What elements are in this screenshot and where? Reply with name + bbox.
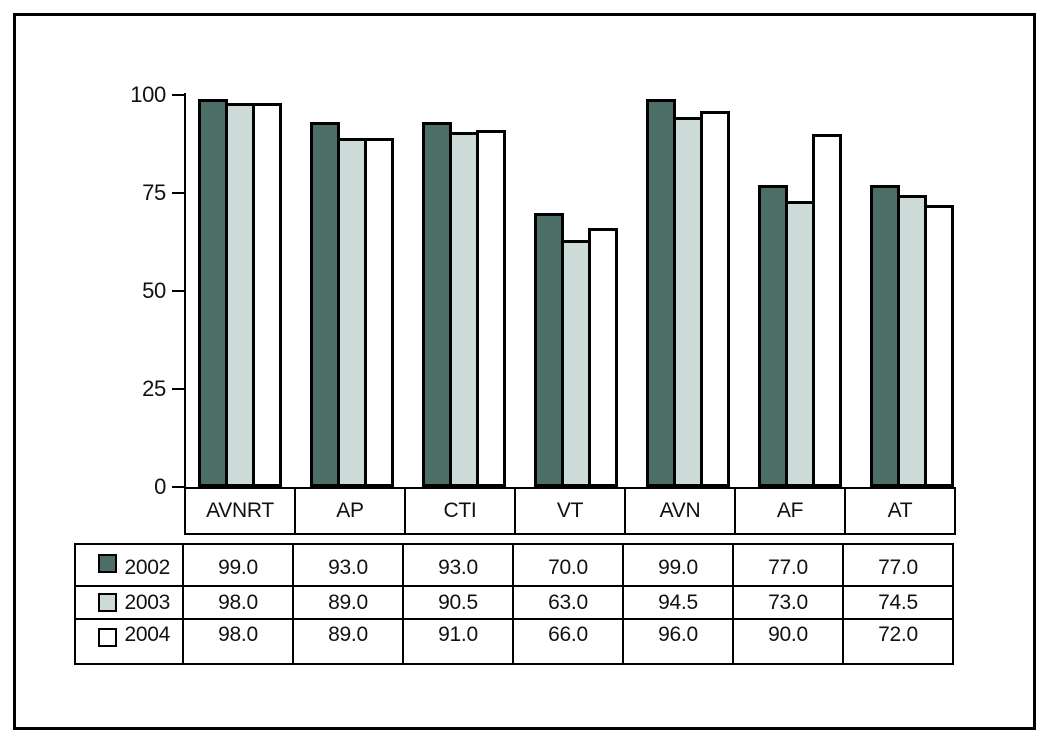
value-2004-at: 72.0 (842, 618, 954, 665)
value-2003-af: 73.0 (732, 585, 844, 620)
value-2003-avnrt: 98.0 (182, 585, 294, 620)
category-label-ap: AP (294, 487, 406, 535)
value-2004-ap: 89.0 (292, 618, 404, 665)
value-2004-vt: 66.0 (512, 618, 624, 665)
bar-group-cti (408, 95, 520, 487)
bar-2004-cti (476, 130, 506, 487)
bar-2003-af (785, 201, 815, 487)
bar-2004-vt (588, 228, 618, 487)
value-2003-at: 74.5 (842, 585, 954, 620)
value-2002-vt: 70.0 (512, 543, 624, 587)
value-2004-avn: 96.0 (622, 618, 734, 665)
bar-2002-vt (534, 213, 564, 487)
y-tick-mark-75 (172, 192, 184, 194)
table-row-2004: 2004 98.0 89.0 91.0 66.0 96.0 90.0 72.0 (74, 618, 954, 665)
bar-2004-ap (364, 138, 394, 487)
value-2002-avn: 99.0 (622, 543, 734, 587)
bar-group-avn (632, 95, 744, 487)
value-2002-at: 77.0 (842, 543, 954, 587)
value-2002-af: 77.0 (732, 543, 844, 587)
value-2004-cti: 91.0 (402, 618, 514, 665)
y-tick-mark-50 (172, 290, 184, 292)
legend-cell-2004: 2004 (74, 618, 184, 665)
bar-2004-avnrt (252, 103, 282, 487)
legend-swatch-2004 (98, 628, 118, 647)
bar-2003-vt (561, 240, 591, 487)
bar-2004-af (812, 134, 842, 487)
bar-group-vt (520, 95, 632, 487)
bar-2002-avn (646, 99, 676, 487)
y-tick-mark-0 (172, 486, 184, 488)
bar-group-avnrt (184, 95, 296, 487)
y-axis-line (184, 93, 186, 489)
value-2003-avn: 94.5 (622, 585, 734, 620)
legend-label-2002: 2002 (124, 556, 170, 579)
bar-2002-cti (422, 122, 452, 487)
value-2002-ap: 93.0 (292, 543, 404, 587)
value-2004-af: 90.0 (732, 618, 844, 665)
legend-cell-2002: 2002 (74, 543, 184, 587)
bar-2002-at (870, 185, 900, 487)
y-tick-label-25: 25 (142, 376, 166, 401)
bar-2002-avnrt (198, 99, 228, 487)
bar-2003-cti (449, 132, 479, 487)
value-2003-cti: 90.5 (402, 585, 514, 620)
value-2003-ap: 89.0 (292, 585, 404, 620)
category-label-cti: CTI (404, 487, 516, 535)
y-tick-label-0: 0 (154, 474, 166, 499)
plot-area (184, 95, 968, 487)
category-header-row: AVNRT AP CTI VT AVN AF AT (184, 487, 956, 535)
bar-2004-avn (700, 111, 730, 487)
bar-2002-af (758, 185, 788, 487)
value-2002-avnrt: 99.0 (182, 543, 294, 587)
legend-label-2003: 2003 (124, 590, 170, 614)
bar-group-ap (296, 95, 408, 487)
bar-2004-at (924, 205, 954, 487)
value-2004-avnrt: 98.0 (182, 618, 294, 665)
legend-cell-2003: 2003 (74, 585, 184, 620)
y-tick-label-50: 50 (142, 278, 166, 303)
category-label-at: AT (844, 487, 956, 535)
bar-2003-avn (673, 117, 703, 487)
legend-swatch-2003 (98, 593, 118, 612)
y-tick-label-75: 75 (142, 180, 166, 205)
legend-swatch-2002 (98, 554, 118, 573)
value-2003-vt: 63.0 (512, 585, 624, 620)
category-label-vt: VT (514, 487, 626, 535)
bar-group-af (744, 95, 856, 487)
table-row-2003: 2003 98.0 89.0 90.5 63.0 94.5 73.0 74.5 (74, 585, 954, 620)
y-tick-label-100: 100 (130, 82, 166, 107)
value-2002-cti: 93.0 (402, 543, 514, 587)
legend-label-2004: 2004 (124, 623, 170, 646)
category-label-avn: AVN (624, 487, 736, 535)
bar-2003-at (897, 195, 927, 487)
data-table: 2002 99.0 93.0 93.0 70.0 99.0 77.0 77.0 2003 98.0… (74, 543, 954, 665)
table-row-2002: 2002 99.0 93.0 93.0 70.0 99.0 77.0 77.0 (74, 543, 954, 587)
bar-2002-ap (310, 122, 340, 487)
category-label-af: AF (734, 487, 846, 535)
bar-2003-ap (337, 138, 367, 487)
bar-group-at (856, 95, 968, 487)
y-tick-mark-25 (172, 388, 184, 390)
y-tick-mark-100 (172, 94, 184, 96)
category-label-avnrt: AVNRT (184, 487, 296, 535)
bar-2003-avnrt (225, 103, 255, 487)
